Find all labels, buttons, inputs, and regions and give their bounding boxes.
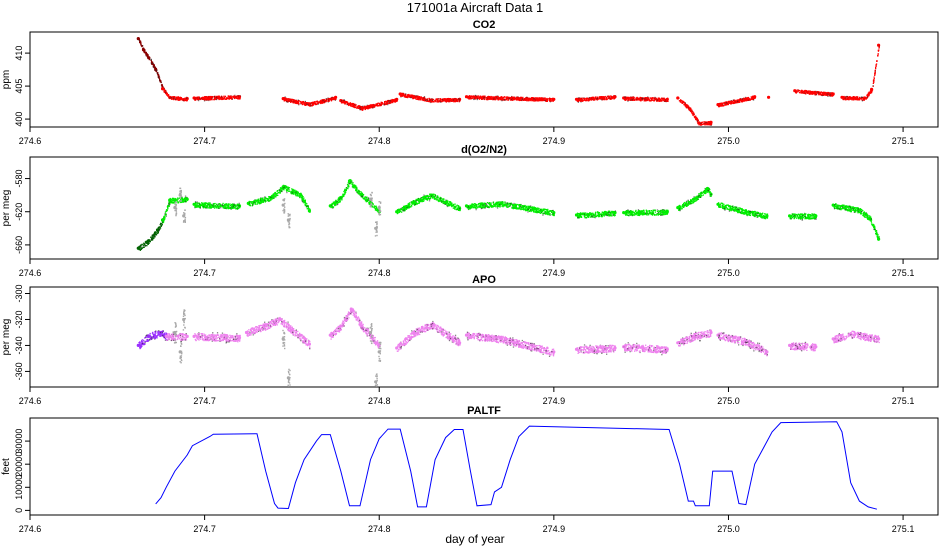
paltf-y-tick-label: 30000 <box>14 429 24 454</box>
co2-dark-scatter-cloud <box>138 38 164 90</box>
o2n2-y-tick-label: -660 <box>14 236 24 254</box>
co2-panel-title: CO2 <box>473 19 496 31</box>
o2n2-dark-scatter-cloud <box>138 218 164 251</box>
paltf-data <box>155 421 878 510</box>
panel-apo: APO per meg-360 -340 -320 -300 274.6 274.7 274.… <box>1 274 939 406</box>
o2n2-x-tick-label: 275.0 <box>717 268 740 278</box>
o2n2-y-axis-label: per meg <box>1 190 12 227</box>
o2n2-x-tick-label: 275.1 <box>892 268 915 278</box>
co2-x-tick-label: 274.8 <box>368 136 391 146</box>
x-axis-label: day of year <box>445 532 504 546</box>
o2n2-y-tick-label: -580 <box>14 170 24 188</box>
co2-y-axis-label: ppm <box>1 70 12 89</box>
panel-o2n2: d(O2/N2) per meg-660 -620 -580 274.6 274.7 274… <box>1 144 939 278</box>
co2-x-tick-label: 275.1 <box>892 136 915 146</box>
paltf-x-tick-label: 274.9 <box>543 524 566 534</box>
apo-main-point <box>244 330 249 335</box>
apo-gray-point <box>182 317 186 322</box>
co2-x-tick-label: 274.7 <box>193 136 216 146</box>
paltf-x-tick-label: 274.8 <box>368 524 391 534</box>
o2n2-main-scatter-cloud <box>162 179 880 241</box>
apo-gray-point <box>368 330 373 335</box>
apo-x-tick-label: 274.7 <box>193 396 216 406</box>
co2-data <box>136 37 881 126</box>
panel-co2: CO2 ppm 400 405 410 274.6 274.7 274.8 274.9 275.0… <box>1 19 939 146</box>
o2n2-data <box>136 179 881 251</box>
apo-panel-title: APO <box>472 274 496 286</box>
co2-y-tick-label: 405 <box>14 79 24 94</box>
co2-main-scatter-cloud <box>162 45 880 126</box>
apo-gray-scatter-cloud <box>173 309 382 387</box>
apo-data <box>136 307 881 387</box>
apo-main-point <box>328 333 332 337</box>
apo-x-tick-label: 275.1 <box>892 396 915 406</box>
paltf-y-tick-label: 20000 <box>14 452 24 477</box>
paltf-y-axis-label: feet <box>1 458 12 475</box>
o2n2-y-tick-label: -620 <box>14 203 24 221</box>
o2n2-x-tick-label: 274.6 <box>19 268 42 278</box>
apo-x-tick-label: 274.6 <box>19 396 42 406</box>
apo-x-tick-label: 274.8 <box>368 396 391 406</box>
paltf-x-tick-label: 275.0 <box>717 524 740 534</box>
co2-x-tick-label: 274.6 <box>19 136 42 146</box>
o2n2-panel-title: d(O2/N2) <box>461 144 507 156</box>
o2n2-gray-scatter-cloud <box>174 187 382 237</box>
paltf-x-tick-label: 274.6 <box>19 524 42 534</box>
apo-y-tick-label: -360 <box>14 362 24 380</box>
co2-x-tick-label: 274.9 <box>543 136 566 146</box>
apo-plot-frame <box>29 286 939 388</box>
apo-y-tick-label: -340 <box>14 336 24 354</box>
apo-x-tick-label: 274.9 <box>543 396 566 406</box>
co2-y-tick-label: 410 <box>14 46 24 61</box>
apo-y-tick-label: -320 <box>14 310 24 328</box>
o2n2-x-tick-label: 274.7 <box>193 268 216 278</box>
paltf-panel-title: PALTF <box>467 405 501 417</box>
apo-main-scatter-cloud <box>166 307 880 357</box>
paltf-series-line <box>155 421 878 510</box>
paltf-plot-frame <box>29 417 939 516</box>
paltf-y-tick-label: 0 <box>14 508 24 513</box>
o2n2-x-tick-label: 274.9 <box>543 268 566 278</box>
apo-x-tick-label: 275.0 <box>717 396 740 406</box>
paltf-x-tick-label: 275.1 <box>892 524 915 534</box>
co2-plot-frame <box>29 31 939 128</box>
paltf-y-tick-label: 10000 <box>14 475 24 500</box>
co2-main-point <box>767 95 771 99</box>
o2n2-x-tick-label: 274.8 <box>368 268 391 278</box>
apo-y-axis-label: per meg <box>1 319 12 356</box>
o2n2-plot-frame <box>29 156 939 260</box>
apo-y-tick-label: -300 <box>14 284 24 302</box>
paltf-x-tick-label: 274.7 <box>193 524 216 534</box>
apo-dark-scatter-cloud <box>138 330 168 350</box>
figure-title: 171001a Aircraft Data 1 <box>407 0 544 15</box>
co2-y-tick-label: 400 <box>14 112 24 127</box>
co2-x-tick-label: 275.0 <box>717 136 740 146</box>
